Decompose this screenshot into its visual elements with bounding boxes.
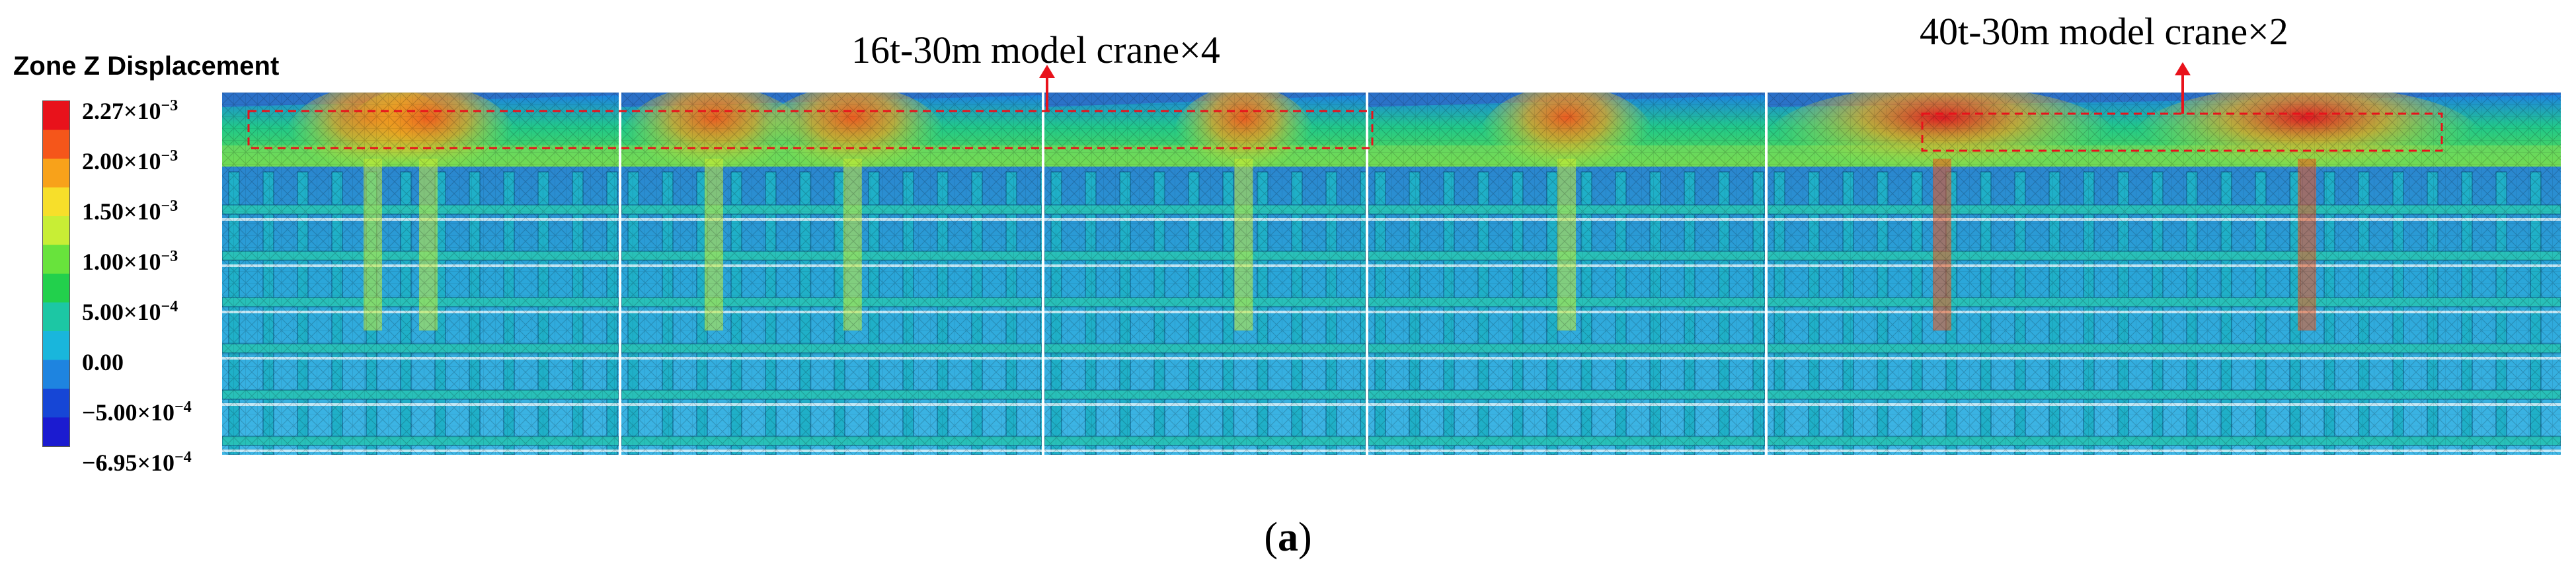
model-panel-4 xyxy=(1368,93,1765,455)
legend-tick-label: 2.00×10−3 xyxy=(82,147,178,175)
legend-tick-label: −6.95×10−4 xyxy=(82,449,192,476)
model-panel-5 xyxy=(1768,93,2561,455)
model-panels xyxy=(222,93,2561,455)
legend-tick-label: 0.00 xyxy=(82,349,124,375)
figure-caption: (a) xyxy=(0,514,2576,561)
fe-model-graphic xyxy=(222,93,619,455)
legend-color-bar xyxy=(42,100,70,447)
fe-model-graphic xyxy=(621,93,1042,455)
fe-model-graphic xyxy=(1768,93,2561,455)
legend-tick-label: 2.27×10−3 xyxy=(82,97,178,124)
legend-title: Zone Z Displacement xyxy=(13,52,280,81)
legend-tick-label: 1.00×10−3 xyxy=(82,248,178,275)
model-panel-3 xyxy=(1044,93,1366,455)
caption-open-paren: ( xyxy=(1264,515,1278,560)
caption-letter: a xyxy=(1278,515,1298,560)
legend-tick-label: 1.50×10−3 xyxy=(82,198,178,225)
model-panel-1 xyxy=(222,93,619,455)
model-panel-2 xyxy=(621,93,1042,455)
legend-tick-label: 5.00×10−4 xyxy=(82,298,178,325)
caption-close-paren: ) xyxy=(1298,515,1312,560)
fe-model-graphic xyxy=(1368,93,1765,455)
legend-tick-label: −5.00×10−4 xyxy=(82,399,192,426)
fe-model-graphic xyxy=(1044,93,1366,455)
callout-16t-crane: 16t-30m model crane×4 xyxy=(851,28,1220,71)
callout-40t-crane: 40t-30m model crane×2 xyxy=(1920,10,2288,53)
